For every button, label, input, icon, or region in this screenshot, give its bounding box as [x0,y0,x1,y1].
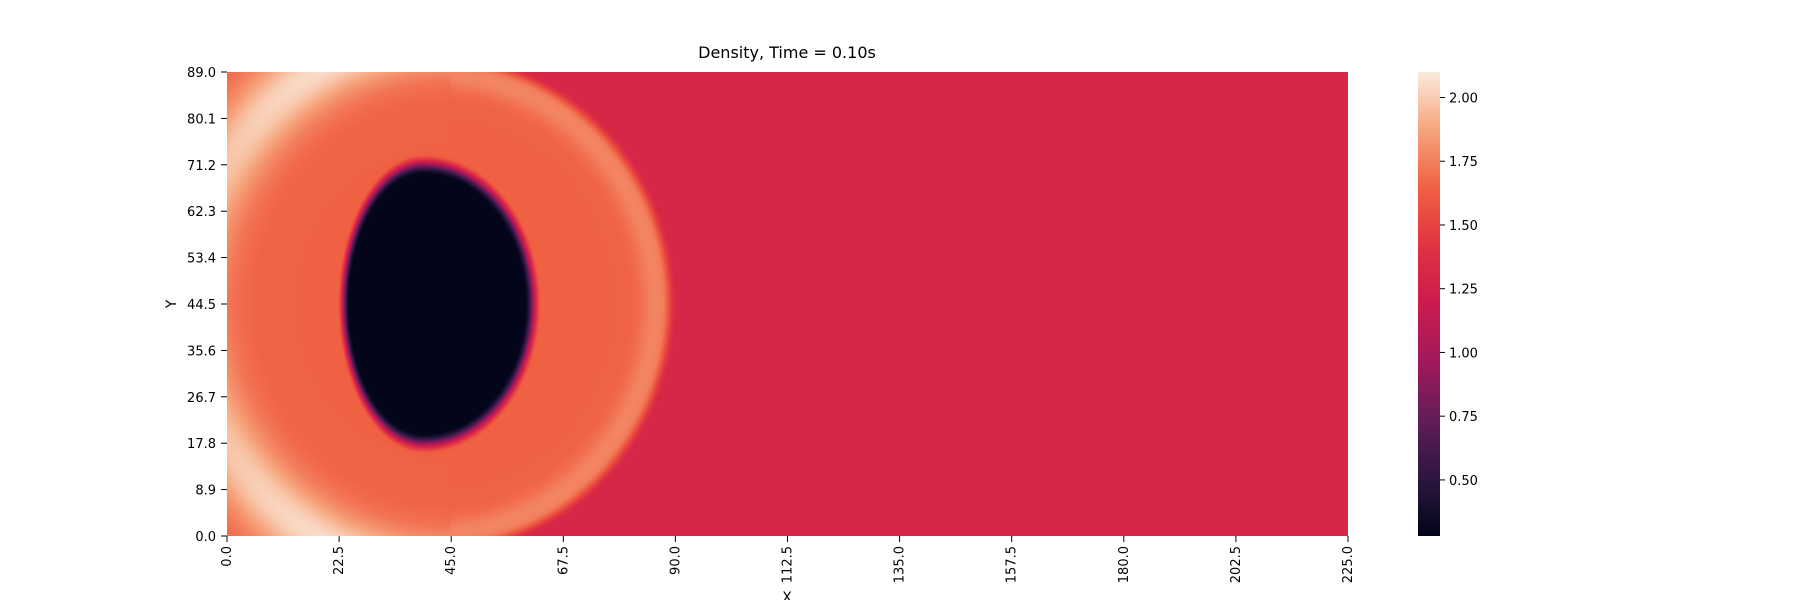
x-axis-label: X [782,590,792,600]
y-tick-label: 71.2 [187,159,216,174]
colorbar: 0.50 0.75 1.00 1.25 1.50 1.75 2.00 [1418,72,1478,536]
colorbar-tick-label: 1.25 [1449,283,1478,298]
y-tick-label: 17.8 [187,437,216,452]
chart-title: Density, Time = 0.10s [698,43,876,62]
x-axis: 0.0 22.5 45.0 67.5 90.0 112.5 135.0 157.5 180.0 2… [220,536,1356,583]
heatmap-plot-area [227,72,1348,536]
x-tick-label: 157.5 [1005,546,1020,583]
colorbar-ticks: 0.50 0.75 1.00 1.25 1.50 1.75 2.00 [1440,91,1478,489]
y-tick-label: 62.3 [187,205,216,220]
y-tick-label: 80.1 [187,112,216,127]
y-tick-label: 8.9 [195,484,216,499]
y-axis: 0.0 8.9 17.8 26.7 35.6 44.5 53.4 62.3 71.2 80.1 89… [187,66,227,545]
colorbar-tick-label: 2.00 [1449,91,1478,106]
y-tick-label: 44.5 [187,298,216,313]
x-tick-label: 112.5 [781,546,796,583]
x-tick-label: 67.5 [556,546,571,575]
y-tick-label: 0.0 [195,530,216,545]
x-tick-label: 45.0 [444,546,459,575]
colorbar-tick-label: 0.75 [1449,410,1478,425]
x-tick-label: 0.0 [220,546,235,567]
colorbar-tick-label: 1.00 [1449,346,1478,361]
x-tick-label: 180.0 [1117,546,1132,583]
x-tick-label: 22.5 [332,546,347,575]
x-tick-label: 225.0 [1341,546,1356,583]
y-tick-label: 53.4 [187,252,216,267]
colorbar-tick-label: 1.75 [1449,155,1478,170]
heatmap-canvas [227,72,1348,536]
x-tick-label: 202.5 [1229,546,1244,583]
colorbar-tick-label: 1.50 [1449,219,1478,234]
y-tick-label: 35.6 [187,344,216,359]
x-tick-label: 135.0 [893,546,908,583]
y-axis-label: Y [164,299,180,309]
colorbar-tick-label: 0.50 [1449,474,1478,489]
colorbar-gradient [1418,72,1440,536]
y-tick-label: 26.7 [187,391,216,406]
y-tick-label: 89.0 [187,66,216,81]
x-tick-label: 90.0 [668,546,683,575]
